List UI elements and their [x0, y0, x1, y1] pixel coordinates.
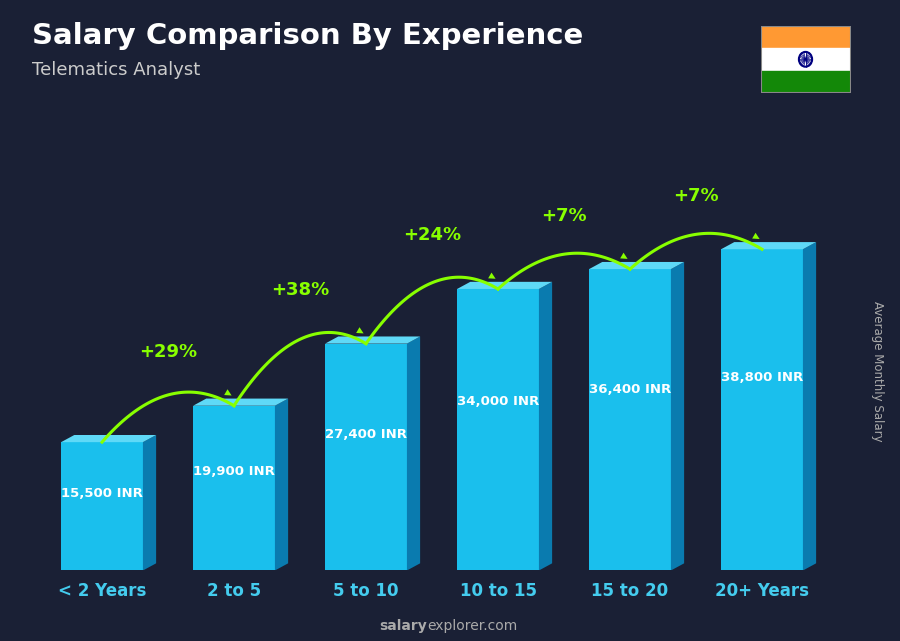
- Polygon shape: [457, 289, 539, 570]
- Text: Salary Comparison By Experience: Salary Comparison By Experience: [32, 22, 583, 51]
- Polygon shape: [803, 242, 816, 570]
- Text: 36,400 INR: 36,400 INR: [589, 383, 671, 396]
- Polygon shape: [325, 337, 420, 344]
- Polygon shape: [194, 399, 288, 406]
- Polygon shape: [274, 399, 288, 570]
- Polygon shape: [194, 406, 274, 570]
- Text: +7%: +7%: [673, 187, 719, 204]
- Polygon shape: [61, 442, 143, 570]
- Polygon shape: [590, 269, 670, 570]
- Polygon shape: [407, 337, 420, 570]
- Polygon shape: [721, 242, 816, 249]
- Text: +29%: +29%: [139, 343, 197, 362]
- Polygon shape: [457, 282, 552, 289]
- Polygon shape: [61, 435, 156, 442]
- Text: 34,000 INR: 34,000 INR: [457, 395, 539, 408]
- Text: explorer.com: explorer.com: [428, 619, 518, 633]
- Text: salary: salary: [380, 619, 428, 633]
- Polygon shape: [721, 249, 803, 570]
- Bar: [760, 48, 850, 71]
- Text: 15,500 INR: 15,500 INR: [61, 487, 143, 500]
- Text: +24%: +24%: [403, 226, 461, 244]
- Polygon shape: [325, 344, 407, 570]
- Text: Telematics Analyst: Telematics Analyst: [32, 61, 200, 79]
- Text: 38,800 INR: 38,800 INR: [721, 371, 803, 384]
- Polygon shape: [590, 262, 684, 269]
- Text: Average Monthly Salary: Average Monthly Salary: [871, 301, 884, 442]
- Bar: [760, 26, 850, 48]
- Text: +7%: +7%: [541, 206, 587, 224]
- Polygon shape: [143, 435, 156, 570]
- Text: 27,400 INR: 27,400 INR: [325, 428, 407, 441]
- Polygon shape: [539, 282, 552, 570]
- Text: +38%: +38%: [271, 281, 329, 299]
- Text: 19,900 INR: 19,900 INR: [194, 465, 274, 478]
- Bar: [760, 71, 850, 93]
- Polygon shape: [670, 262, 684, 570]
